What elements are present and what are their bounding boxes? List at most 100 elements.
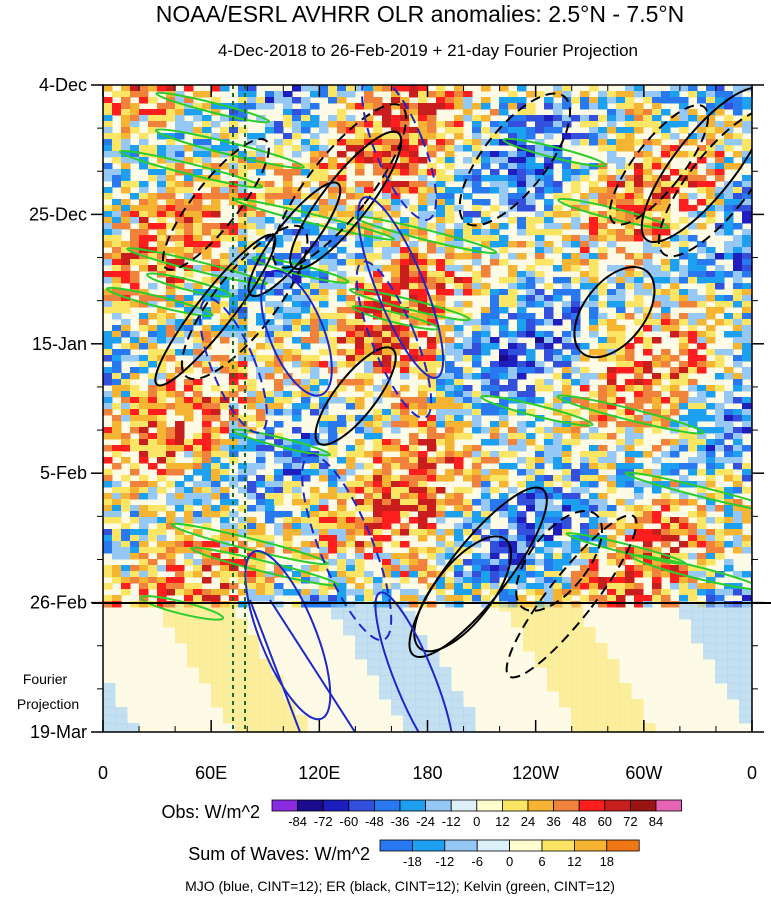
anomaly-cell xyxy=(652,535,662,542)
mjo-contour xyxy=(357,196,445,379)
anomaly-cell xyxy=(382,445,392,452)
anomaly-cell xyxy=(472,445,482,452)
anomaly-cell xyxy=(328,205,338,212)
anomaly-cell xyxy=(481,151,491,158)
anomaly-cell xyxy=(391,241,401,248)
anomaly-cell xyxy=(283,91,293,98)
anomaly-cell xyxy=(292,295,302,302)
anomaly-cell xyxy=(472,571,482,578)
anomaly-cell xyxy=(481,499,491,506)
anomaly-cell xyxy=(508,535,518,542)
anomaly-cell xyxy=(229,199,239,206)
anomaly-cell xyxy=(157,115,167,122)
projection-cell xyxy=(451,715,464,724)
anomaly-cell xyxy=(706,577,716,584)
anomaly-cell xyxy=(373,163,383,170)
anomaly-cell xyxy=(508,265,518,272)
anomaly-cell xyxy=(283,355,293,362)
anomaly-cell xyxy=(733,253,743,260)
anomaly-cell xyxy=(103,193,113,200)
anomaly-cell xyxy=(463,301,473,308)
anomaly-cell xyxy=(310,385,320,392)
anomaly-cell xyxy=(607,481,617,488)
anomaly-cell xyxy=(580,487,590,494)
anomaly-cell xyxy=(634,391,644,398)
anomaly-cell xyxy=(508,241,518,248)
anomaly-cell xyxy=(535,271,545,278)
anomaly-cell xyxy=(742,211,752,218)
anomaly-cell xyxy=(211,151,221,158)
projection-cell xyxy=(259,715,272,724)
anomaly-cell xyxy=(499,103,509,110)
projection-cell xyxy=(547,627,560,636)
anomaly-cell xyxy=(454,463,464,470)
anomaly-cell xyxy=(202,403,212,410)
anomaly-cell xyxy=(364,145,374,152)
anomaly-cell xyxy=(634,535,644,542)
anomaly-cell xyxy=(202,457,212,464)
anomaly-cell xyxy=(166,211,176,218)
anomaly-cell xyxy=(643,259,653,266)
anomaly-cell xyxy=(616,325,626,332)
anomaly-cell xyxy=(490,601,500,608)
anomaly-cell xyxy=(715,361,725,368)
anomaly-cell xyxy=(553,289,563,296)
anomaly-cell xyxy=(184,397,194,404)
anomaly-cell xyxy=(184,541,194,548)
projection-cell xyxy=(751,699,752,708)
anomaly-cell xyxy=(139,535,149,542)
projection-cell xyxy=(391,667,404,676)
anomaly-cell xyxy=(130,553,140,560)
projection-cell xyxy=(727,683,740,692)
anomaly-cell xyxy=(292,379,302,386)
anomaly-cell xyxy=(580,379,590,386)
anomaly-cell xyxy=(643,91,653,98)
anomaly-cell xyxy=(670,505,680,512)
projection-cell xyxy=(571,659,584,668)
anomaly-cell xyxy=(328,421,338,428)
anomaly-cell xyxy=(571,241,581,248)
anomaly-cell xyxy=(526,103,536,110)
anomaly-cell xyxy=(472,211,482,218)
anomaly-cell xyxy=(652,337,662,344)
anomaly-cell xyxy=(103,175,113,182)
anomaly-cell xyxy=(517,295,527,302)
anomaly-cell xyxy=(328,337,338,344)
anomaly-cell xyxy=(310,187,320,194)
anomaly-cell xyxy=(355,421,365,428)
anomaly-cell xyxy=(526,559,536,566)
anomaly-cell xyxy=(463,103,473,110)
anomaly-cell xyxy=(634,181,644,188)
anomaly-cell xyxy=(445,511,455,518)
anomaly-cell xyxy=(256,523,266,530)
anomaly-cell xyxy=(148,313,158,320)
anomaly-cell xyxy=(634,235,644,242)
anomaly-cell xyxy=(292,307,302,314)
anomaly-cell xyxy=(274,121,284,128)
anomaly-cell xyxy=(472,517,482,524)
anomaly-cell xyxy=(202,163,212,170)
projection-cell xyxy=(547,611,560,620)
anomaly-cell xyxy=(472,145,482,152)
anomaly-cell xyxy=(499,421,509,428)
anomaly-cell xyxy=(598,97,608,104)
anomaly-cell xyxy=(382,589,392,596)
anomaly-cell xyxy=(265,331,275,338)
anomaly-cell xyxy=(256,367,266,374)
anomaly-cell xyxy=(409,139,419,146)
anomaly-cell xyxy=(544,175,554,182)
anomaly-cell xyxy=(265,481,275,488)
anomaly-cell xyxy=(328,157,338,164)
anomaly-cell xyxy=(391,427,401,434)
anomaly-cell xyxy=(364,361,374,368)
anomaly-cell xyxy=(661,589,671,596)
anomaly-cell xyxy=(445,241,455,248)
anomaly-cell xyxy=(202,433,212,440)
anomaly-cell xyxy=(706,217,716,224)
anomaly-cell xyxy=(499,361,509,368)
anomaly-cell xyxy=(454,223,464,230)
anomaly-cell xyxy=(355,523,365,530)
anomaly-cell xyxy=(481,367,491,374)
anomaly-cell xyxy=(535,379,545,386)
anomaly-cell xyxy=(184,217,194,224)
